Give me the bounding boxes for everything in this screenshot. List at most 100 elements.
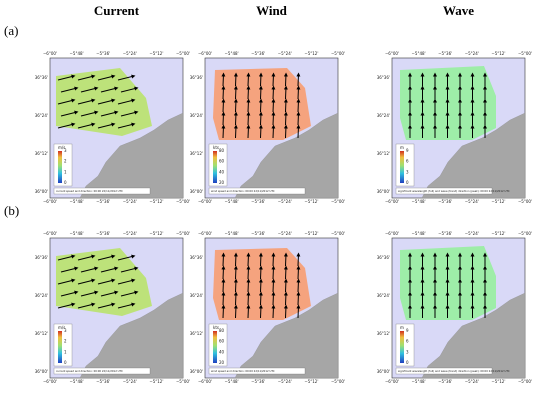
arrow [221, 252, 226, 267]
arrow [117, 302, 136, 309]
lon-tick-bottom: −6°00' [43, 199, 57, 204]
caption: significant wavelength (full) and wave (… [398, 369, 510, 373]
arrow [60, 266, 79, 273]
lon-tick-top: −5°12' [491, 51, 505, 56]
arrow [100, 266, 119, 273]
arrow [258, 124, 263, 139]
arrow [283, 252, 288, 267]
colorbar-unit: m [400, 145, 404, 150]
arrow [120, 86, 139, 93]
colorbar [400, 151, 404, 183]
arrow [97, 254, 116, 261]
arrow [100, 110, 119, 117]
arrow [221, 85, 226, 100]
colorbar-tick: 20 [219, 360, 225, 365]
arrow [296, 252, 301, 267]
colorbar-tick: 3 [64, 148, 67, 153]
lon-tick-top: −5°00' [176, 51, 190, 56]
colorbar [213, 331, 217, 363]
arrow [97, 98, 116, 105]
arrow [233, 278, 238, 293]
lon-tick-top: −6°00' [385, 231, 399, 236]
lat-tick: 36°36' [377, 75, 390, 80]
arrow [258, 85, 263, 100]
column-title: Current [94, 3, 140, 18]
caption: current speed and direction: 00:00 22/11… [56, 189, 123, 193]
lon-tick-bottom: −5°00' [176, 379, 190, 384]
arrow [283, 111, 288, 126]
lon-tick-bottom: −5°48' [412, 379, 426, 384]
arrow [246, 72, 251, 87]
arrow [57, 254, 76, 261]
lon-tick-bottom: −5°36' [96, 379, 110, 384]
colorbar-tick: 0 [406, 360, 409, 365]
lon-tick-bottom: −6°00' [198, 379, 212, 384]
arrow [221, 124, 226, 139]
lon-tick-top: −5°24' [278, 51, 292, 56]
colorbar-tick: 40 [219, 349, 225, 354]
arrow [246, 124, 251, 139]
arrow [97, 302, 116, 309]
arrow [296, 85, 301, 100]
arrow [233, 124, 238, 139]
arrow [271, 304, 276, 319]
lon-tick-top: −5°00' [331, 231, 345, 236]
lon-tick-top: −5°00' [331, 51, 345, 56]
arrow [246, 291, 251, 306]
arrow [57, 98, 76, 105]
arrow [233, 98, 238, 113]
arrow [100, 290, 119, 297]
map-panel: −6°00' −6°00' −5°48' −5°48' −5°36' −5°36' −5°2… [35, 231, 190, 384]
lat-tick: 36°00' [35, 189, 48, 194]
lon-tick-top: −5°12' [149, 231, 163, 236]
colorbar-tick: 6 [406, 159, 409, 164]
colorbar-tick: 60 [219, 159, 225, 164]
arrow [117, 278, 136, 285]
lon-tick-top: −5°36' [96, 231, 110, 236]
lon-tick-bottom: −5°12' [304, 199, 318, 204]
arrow [283, 291, 288, 306]
arrow [77, 278, 96, 285]
arrow [296, 72, 301, 87]
arrow [80, 86, 99, 93]
colorbar-unit: m/s [58, 145, 65, 150]
lon-tick-bottom: −5°00' [518, 199, 532, 204]
arrow [233, 85, 238, 100]
map-panel: −6°00' −6°00' −5°48' −5°48' −5°36' −5°36' −5°2… [190, 51, 345, 204]
arrow [117, 122, 136, 129]
arrow [283, 278, 288, 293]
arrow [80, 290, 99, 297]
lat-tick: 36°12' [190, 151, 203, 156]
lon-tick-bottom: −5°00' [176, 199, 190, 204]
caption: wind speed and direction: 00:00 22/11/20… [211, 189, 275, 193]
lat-tick: 36°12' [377, 151, 390, 156]
arrow [283, 98, 288, 113]
lat-tick: 36°24' [377, 113, 390, 118]
arrow [271, 72, 276, 87]
arrow [258, 252, 263, 267]
lat-tick: 36°36' [190, 255, 203, 260]
colorbar-tick: 6 [406, 339, 409, 344]
lon-tick-bottom: −6°00' [198, 199, 212, 204]
lon-tick-bottom: −5°24' [123, 379, 137, 384]
arrow [296, 291, 301, 306]
colorbar [58, 151, 62, 183]
lon-tick-top: −6°00' [198, 231, 212, 236]
lon-tick-top: −5°48' [70, 231, 84, 236]
lon-tick-bottom: −5°36' [251, 199, 265, 204]
colorbar [400, 331, 404, 363]
lon-tick-bottom: −5°24' [123, 199, 137, 204]
lon-tick-bottom: −5°00' [518, 379, 532, 384]
arrow [283, 72, 288, 87]
arrow [233, 291, 238, 306]
colorbar-tick: 0 [406, 180, 409, 185]
arrow [77, 254, 96, 261]
arrow [97, 278, 116, 285]
lon-tick-bottom: −5°00' [331, 199, 345, 204]
arrow [283, 124, 288, 139]
arrow [117, 74, 136, 81]
colorbar-tick: 40 [219, 169, 225, 174]
lon-tick-top: −5°24' [123, 231, 137, 236]
arrow [221, 304, 226, 319]
lon-tick-top: −5°36' [251, 231, 265, 236]
